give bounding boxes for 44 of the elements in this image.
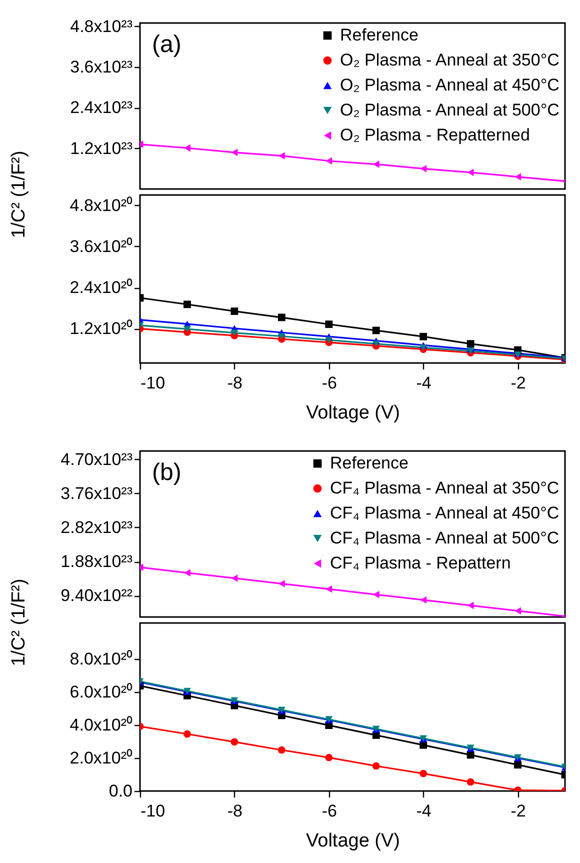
y-tick-label: 3.6x10²⁰ [70, 236, 132, 256]
legend-label: O₂ Plasma - Anneal at 350°C [340, 50, 560, 70]
y-tick-label: 4.8x10²⁰ [70, 196, 132, 215]
annotation: (b) [152, 459, 182, 486]
legend-label: CF₄ Plasma - Repattern [330, 554, 511, 572]
x-tick-label: -6 [322, 802, 337, 820]
legend-label: CF₄ Plasma - Anneal at 350°C [330, 478, 560, 498]
legend-label: O₂ Plasma - Anneal at 500°C [340, 100, 560, 120]
y-tick-label: 2.82x10²³ [60, 518, 133, 537]
y-tick-label: 2.4x10²⁰ [70, 278, 132, 298]
y-tick-label: 2.4x10²³ [70, 98, 133, 118]
legend-label: O₂ Plasma - Anneal at 450°C [340, 76, 560, 94]
y-tick-label: 8.0x10²⁰ [70, 650, 132, 669]
y-tick-label: 9.40x10²² [60, 586, 133, 606]
y-tick-label: 1.2x10²³ [70, 138, 133, 158]
x-tick-label: -4 [416, 374, 432, 392]
y-tick-label: 4.70x10²³ [60, 450, 133, 469]
y-tick-label: 6.0x10²⁰ [70, 682, 132, 702]
legend-label: O₂ Plasma - Repatterned [340, 126, 530, 144]
x-tick-label: -10 [140, 802, 166, 820]
y-tick-label: 4.0x10²⁰ [70, 716, 132, 735]
y-axis-title: 1/C² (1/F²) [8, 578, 30, 666]
y-tick-label: 3.76x10²³ [60, 484, 133, 503]
x-axis-title: Voltage (V) [306, 830, 400, 852]
y-axis-title: 1/C² (1/F²) [8, 150, 30, 238]
x-axis-title: Voltage (V) [306, 402, 400, 424]
y-tick-label: 1.88x10²³ [60, 552, 133, 572]
x-tick-label: -4 [416, 802, 432, 820]
x-tick-label: -6 [322, 374, 337, 392]
x-tick-label: -2 [510, 374, 526, 392]
legend-label: Reference [330, 454, 408, 472]
y-tick-label: 1.2x10²⁰ [70, 319, 132, 338]
legend-label: Reference [340, 26, 418, 44]
legend-label: CF₄ Plasma - Anneal at 500°C [330, 528, 560, 548]
y-tick-label: 3.6x10²³ [70, 58, 133, 77]
legend-label: CF₄ Plasma - Anneal at 450°C [330, 504, 560, 522]
x-tick-label: -2 [510, 802, 526, 820]
x-tick-label: -10 [140, 374, 166, 392]
y-tick-label: 4.8x10²³ [70, 16, 133, 36]
x-tick-label: -8 [227, 374, 243, 392]
y-tick-label: 0.0 [108, 782, 132, 800]
annotation: (a) [152, 31, 182, 58]
y-tick-label: 2.0x10²⁰ [70, 748, 132, 768]
x-tick-label: -8 [227, 802, 243, 820]
